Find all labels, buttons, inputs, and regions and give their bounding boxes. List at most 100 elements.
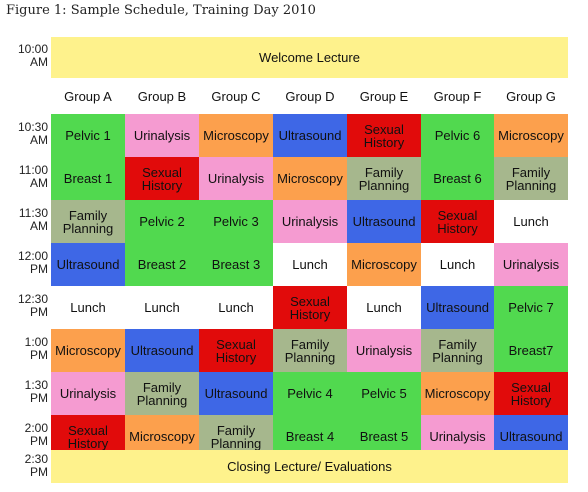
schedule-cell-label: Breast 5 [359, 429, 409, 444]
schedule-cell-label: Urinalysis [207, 171, 265, 186]
schedule-cell-label: Family Planning [136, 379, 188, 408]
schedule-cell: Breast 3 [199, 243, 273, 286]
schedule-cell-label: Urinalysis [429, 429, 486, 444]
schedule-cell-label: Ultrasound [426, 300, 489, 315]
schedule-cell-label: Microscopy [498, 128, 564, 143]
schedule-cell: Urinalysis [125, 114, 199, 157]
schedule-cell: Pelvic 4 [273, 372, 347, 415]
schedule-cell: Lunch [273, 243, 347, 286]
schedule-cell-label: Pelvic 6 [434, 128, 481, 143]
closing-lecture-label: Closing Lecture/ Evaluations [227, 459, 392, 474]
time-label: 12:30 PM [17, 292, 48, 319]
group-header: Group C [199, 78, 273, 114]
schedule-cell-label: Family Planning [62, 207, 114, 236]
schedule-cell-label: Pelvic 2 [139, 214, 185, 229]
schedule-cell: Microscopy [421, 372, 494, 415]
schedule-cell-label: Sexual History [67, 422, 109, 451]
schedule-cell-label: Lunch [218, 300, 254, 315]
schedule-cell-label: Microscopy [129, 429, 195, 444]
schedule-cell-label: Urinalysis [502, 257, 560, 272]
schedule-cell-label: Urinalysis [355, 343, 413, 358]
schedule-cell: Pelvic 7 [494, 286, 568, 329]
schedule-cell-label: Urinalysis [133, 128, 191, 143]
schedule-cell: Urinalysis [494, 243, 568, 286]
group-header: Group F [421, 78, 494, 114]
group-header: Group D [273, 78, 347, 114]
schedule-cell-label: Pelvic 3 [213, 214, 259, 229]
group-header: Group G [494, 78, 568, 114]
welcome-lecture-label: Welcome Lecture [259, 50, 360, 65]
closing-lecture-banner: Closing Lecture/ Evaluations [51, 450, 568, 483]
schedule-cell: Pelvic 6 [421, 114, 494, 157]
time-label: 2:00 PM [24, 421, 48, 448]
schedule-cell-label: Breast 2 [137, 257, 187, 272]
schedule-cell-label: Family Planning [358, 164, 410, 193]
schedule-cell: Lunch [125, 286, 199, 329]
schedule-cell: Microscopy [51, 329, 125, 372]
time-label: 12:00 PM [17, 249, 48, 276]
schedule-cell-label: Microscopy [424, 386, 491, 401]
schedule-cell-label: Family Planning [284, 336, 336, 365]
schedule-cell: Lunch [199, 286, 273, 329]
schedule-cell: Breast 2 [125, 243, 199, 286]
schedule-cell: Family Planning [494, 157, 568, 200]
schedule-cell-label: Pelvic 5 [361, 386, 407, 401]
schedule-cell: Lunch [494, 200, 568, 243]
schedule-cell-label: Microscopy [277, 171, 343, 186]
group-header: Group B [125, 78, 199, 114]
schedule-cell-label: Lunch [70, 300, 106, 315]
schedule-cell: Family Planning [347, 157, 421, 200]
schedule-cell: Pelvic 3 [199, 200, 273, 243]
schedule-cell: Breast 6 [421, 157, 494, 200]
schedule-cell-label: Pelvic 4 [287, 386, 333, 401]
schedule-cell: Pelvic 1 [51, 114, 125, 157]
schedule-cell-label: Lunch [292, 257, 328, 272]
schedule-cell: Urinalysis [199, 157, 273, 200]
schedule-cell: Microscopy [273, 157, 347, 200]
time-label: 2:30 PM [24, 452, 48, 479]
schedule-cell-label: Microscopy [203, 128, 269, 143]
schedule-cell: Pelvic 2 [125, 200, 199, 243]
schedule-cell-label: Breast 4 [285, 429, 335, 444]
schedule-cell-label: Family Planning [505, 164, 557, 193]
schedule-cell: Ultrasound [125, 329, 199, 372]
schedule-cell-label: Breast 1 [63, 171, 113, 186]
schedule-cell: Ultrasound [421, 286, 494, 329]
schedule-cell-label: Breast7 [508, 343, 554, 358]
schedule-cell: Sexual History [199, 329, 273, 372]
time-label: 1:00 PM [24, 335, 48, 362]
schedule-cell: Lunch [347, 286, 421, 329]
time-label: 10:00 AM [17, 42, 48, 69]
schedule-cell: Ultrasound [273, 114, 347, 157]
schedule-cell: Breast7 [494, 329, 568, 372]
schedule-cell-label: Urinalysis [59, 386, 117, 401]
schedule-cell: Microscopy [494, 114, 568, 157]
schedule-cell-label: Microscopy [351, 257, 417, 272]
schedule-cell: Sexual History [347, 114, 421, 157]
schedule-cell-label: Ultrasound [499, 429, 563, 444]
schedule-cell: Sexual History [273, 286, 347, 329]
schedule-cell-label: Breast 3 [211, 257, 261, 272]
schedule-cell-label: Ultrasound [204, 386, 268, 401]
schedule-cell: Ultrasound [199, 372, 273, 415]
schedule-cell-label: Sexual History [363, 121, 405, 150]
schedule-cell-label: Urinalysis [281, 214, 339, 229]
schedule-cell: Family Planning [51, 200, 125, 243]
schedule-cell: Ultrasound [347, 200, 421, 243]
time-label: 1:30 PM [24, 378, 48, 405]
schedule-cell: Microscopy [347, 243, 421, 286]
schedule-cell: Microscopy [199, 114, 273, 157]
schedule-cell-label: Family Planning [432, 336, 483, 365]
schedule-cell-label: Family Planning [210, 422, 262, 451]
schedule-cell-label: Breast 6 [433, 171, 482, 186]
schedule-cell-label: Ultrasound [278, 128, 342, 143]
time-label: 10:30 AM [17, 120, 48, 147]
schedule-cell-label: Sexual History [510, 379, 552, 408]
schedule-cell: Ultrasound [51, 243, 125, 286]
schedule-cell: Urinalysis [51, 372, 125, 415]
figure-caption: Figure 1: Sample Schedule, Training Day … [6, 3, 316, 18]
schedule-cell: Sexual History [421, 200, 494, 243]
schedule-cell: Breast 1 [51, 157, 125, 200]
schedule-cell: Sexual History [125, 157, 199, 200]
welcome-lecture-banner: Welcome Lecture [51, 37, 568, 78]
